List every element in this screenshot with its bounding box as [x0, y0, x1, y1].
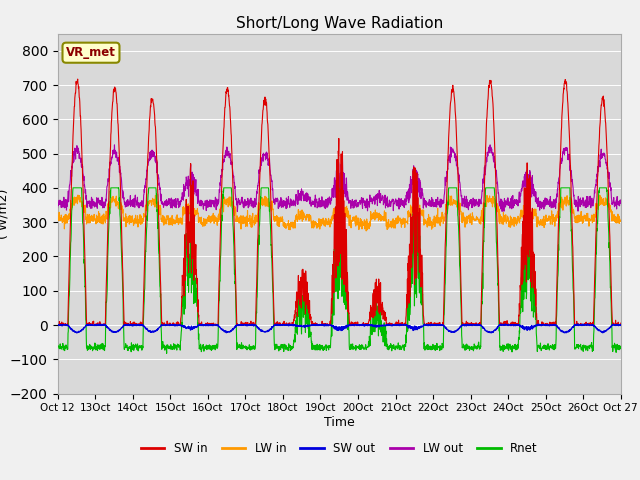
X-axis label: Time: Time [324, 416, 355, 429]
Legend: SW in, LW in, SW out, LW out, Rnet: SW in, LW in, SW out, LW out, Rnet [136, 437, 543, 460]
Text: VR_met: VR_met [66, 46, 116, 59]
Y-axis label: ( W/m2): ( W/m2) [0, 189, 10, 239]
Title: Short/Long Wave Radiation: Short/Long Wave Radiation [236, 16, 443, 31]
